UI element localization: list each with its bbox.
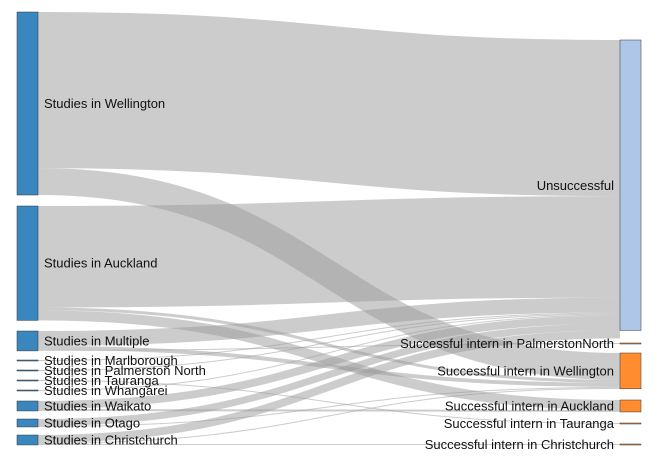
node-waikato: Studies in Waikato — [16, 399, 151, 414]
node-multiple: Studies in Multiple — [16, 330, 150, 352]
node-bar-tauranga — [16, 379, 39, 382]
node-label-wellington: Studies in Wellington — [44, 96, 165, 111]
link-wellington-to-unsuccessful — [37, 11, 621, 197]
node-bar-t_palmerston — [619, 342, 642, 345]
node-label-marlborough: Studies in Marlborough — [44, 353, 178, 368]
node-label-multiple: Studies in Multiple — [44, 333, 150, 348]
node-bar-auckland — [16, 205, 39, 321]
node-auckland: Studies in Auckland — [16, 205, 157, 321]
node-whangarei: Studies in Whangarei — [16, 383, 168, 398]
node-t_tauranga: Successful intern in Tauranga — [444, 416, 642, 431]
link-multiple-to-unsuccessful — [37, 297, 621, 346]
node-label-unsuccessful: Unsuccessful — [537, 178, 614, 193]
node-bar-multiple — [16, 330, 39, 352]
node-bar-whangarei — [16, 389, 39, 392]
node-t_wellington: Successful intern in Wellington — [437, 352, 642, 390]
node-label-palmerston: Studies in Palmerston North — [44, 363, 206, 378]
link-auckland-to-unsuccessful — [37, 196, 621, 308]
link-waikato-to-t_auckland — [37, 408, 621, 412]
link-waikato-to-unsuccessful — [37, 315, 621, 409]
node-bar-otago — [16, 418, 39, 428]
node-bar-christchurch — [16, 434, 39, 446]
node-label-t_tauranga: Successful intern in Tauranga — [444, 416, 615, 431]
node-wellington: Studies in Wellington — [16, 11, 165, 196]
node-label-auckland: Studies in Auckland — [44, 256, 157, 271]
link-palmerston-to-unsuccessful — [37, 313, 621, 371]
link-marlborough-to-unsuccessful — [37, 312, 621, 361]
node-otago: Studies in Otago — [16, 416, 140, 431]
link-auckland-to-t_wellington — [37, 307, 621, 383]
node-t_auckland: Successful intern in Auckland — [445, 399, 642, 414]
node-bar-t_christchurch — [619, 443, 642, 446]
node-label-t_auckland: Successful intern in Auckland — [445, 399, 614, 414]
node-label-tauranga: Studies in Tauranga — [44, 373, 159, 388]
link-christchurch-to-unsuccessful — [37, 330, 621, 443]
link-otago-to-unsuccessful — [37, 323, 621, 426]
node-t_christchurch: Successful intern in Christchurch — [425, 437, 642, 452]
node-label-whangarei: Studies in Whangarei — [44, 383, 168, 398]
sankey-nodes: Studies in Wellington Studies in Auckland… — [16, 11, 642, 452]
node-palmerston: Studies in Palmerston North — [16, 363, 206, 378]
node-marlborough: Studies in Marlborough — [16, 353, 178, 368]
node-unsuccessful: Unsuccessful — [537, 39, 642, 331]
node-bar-marlborough — [16, 359, 39, 362]
node-label-t_christchurch: Successful intern in Christchurch — [425, 437, 614, 452]
node-christchurch: Studies in Christchurch — [16, 433, 178, 448]
node-t_palmerston: Successful intern in PalmerstonNorth — [400, 336, 642, 351]
node-bar-t_wellington — [619, 352, 642, 390]
node-bar-palmerston — [16, 369, 39, 372]
sankey-links — [37, 11, 621, 445]
node-tauranga: Studies in Tauranga — [16, 373, 159, 388]
link-tauranga-to-t_tauranga — [37, 380, 621, 424]
link-whangarei-to-unsuccessful — [37, 314, 621, 391]
node-bar-waikato — [16, 400, 39, 412]
node-label-otago: Studies in Otago — [44, 416, 140, 431]
node-bar-unsuccessful — [619, 39, 642, 331]
node-label-waikato: Studies in Waikato — [44, 399, 151, 414]
node-bar-t_auckland — [619, 399, 642, 413]
node-label-christchurch: Studies in Christchurch — [44, 433, 178, 448]
node-label-t_wellington: Successful intern in Wellington — [437, 363, 614, 378]
node-bar-wellington — [16, 11, 39, 196]
link-christchurch-to-t_wellington — [37, 387, 621, 444]
node-label-t_palmerston: Successful intern in PalmerstonNorth — [400, 336, 614, 351]
node-bar-t_tauranga — [619, 422, 642, 425]
link-otago-to-t_wellington — [37, 386, 621, 427]
